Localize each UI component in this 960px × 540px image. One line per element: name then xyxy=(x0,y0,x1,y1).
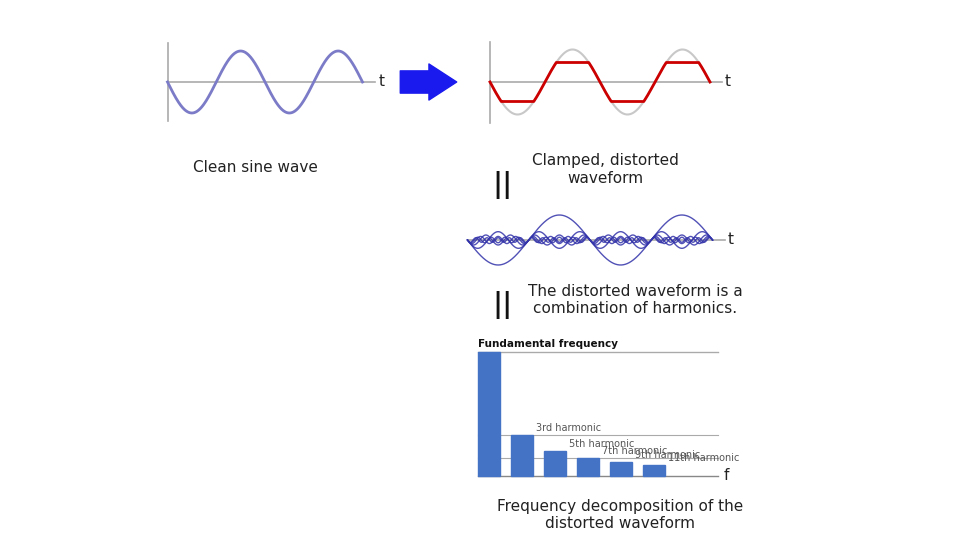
Bar xyxy=(544,451,566,476)
Text: Fundamental frequency: Fundamental frequency xyxy=(478,339,618,349)
Bar xyxy=(478,352,500,476)
Text: f: f xyxy=(724,469,730,483)
Text: t: t xyxy=(725,75,731,90)
Text: 5th harmonic: 5th harmonic xyxy=(569,439,635,449)
Bar xyxy=(511,435,533,476)
Text: 3rd harmonic: 3rd harmonic xyxy=(536,423,601,433)
Text: t: t xyxy=(378,75,385,90)
Text: ||: || xyxy=(492,171,512,199)
Text: The distorted waveform is a
combination of harmonics.: The distorted waveform is a combination … xyxy=(528,284,742,316)
FancyArrowPatch shape xyxy=(400,64,457,100)
Text: t: t xyxy=(728,233,733,247)
Text: 7th harmonic: 7th harmonic xyxy=(602,446,667,456)
Bar xyxy=(643,465,665,476)
Text: Frequency decomposition of the
distorted waveform: Frequency decomposition of the distorted… xyxy=(497,499,743,531)
Bar xyxy=(610,462,632,476)
Bar xyxy=(577,458,599,476)
Text: Clean sine wave: Clean sine wave xyxy=(193,160,318,176)
Text: Clamped, distorted
waveform: Clamped, distorted waveform xyxy=(532,153,679,186)
Text: 11th harmonic: 11th harmonic xyxy=(668,453,739,463)
Text: ||: || xyxy=(492,291,512,319)
Text: 9th harmonic: 9th harmonic xyxy=(635,450,700,460)
